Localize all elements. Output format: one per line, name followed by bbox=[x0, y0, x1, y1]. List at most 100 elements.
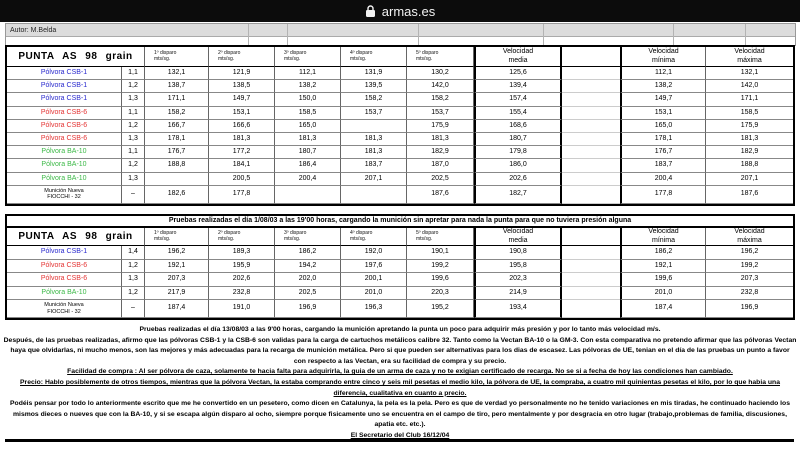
charge-value: 1,2 bbox=[122, 286, 145, 300]
powder-label: Pólvora CSB-1 bbox=[7, 246, 122, 260]
powder-label: Pólvora BA-10 bbox=[7, 146, 122, 160]
powder-label: Pólvora CSB-6 bbox=[7, 119, 122, 133]
table-title: PUNTA AS 98 grain bbox=[7, 47, 145, 67]
charge-value: 1,2 bbox=[122, 159, 145, 173]
shot-2-value: 177,2 bbox=[209, 146, 275, 160]
min-value: 178,1 bbox=[620, 132, 706, 147]
shot-3-value: 196,9 bbox=[275, 300, 341, 318]
shot-5-value: 202,5 bbox=[407, 172, 474, 186]
powder-label: Pólvora CSB-1 bbox=[7, 80, 122, 94]
blank-cell bbox=[562, 80, 620, 94]
shot-2-value: 202,6 bbox=[209, 273, 275, 287]
shot-5-value: 220,3 bbox=[407, 286, 474, 300]
max-value: 171,1 bbox=[706, 93, 793, 107]
footer-line: haya que olvidarlas, ni mucho menos, son… bbox=[10, 347, 790, 355]
blank-cell bbox=[562, 146, 620, 160]
blank-cell bbox=[562, 93, 620, 107]
shot-5-value: 175,9 bbox=[407, 119, 474, 133]
max-value: 207,1 bbox=[706, 173, 793, 186]
max-value: 132,1 bbox=[706, 67, 793, 81]
browser-address-bar[interactable]: armas.es bbox=[0, 0, 800, 22]
media-value: 180,7 bbox=[474, 132, 562, 147]
grid-divider bbox=[248, 24, 249, 45]
shot-1-value: 207,3 bbox=[145, 273, 209, 287]
col-header-shot-5: 5º disparo mts/sg. bbox=[407, 228, 474, 246]
powder-label: Pólvora CSB-6 bbox=[7, 132, 122, 147]
shot-3-value: 200,4 bbox=[275, 172, 341, 186]
shot-4-value: 158,2 bbox=[341, 93, 407, 107]
shot-3-value: 186,4 bbox=[275, 159, 341, 173]
shot-1-value: 192,1 bbox=[145, 259, 209, 273]
col-header-velocidad-media: Velocidad media bbox=[474, 47, 562, 67]
shot-1-value: 182,6 bbox=[145, 185, 209, 204]
shot-3-value: 202,5 bbox=[275, 286, 341, 300]
shot-2-value: 200,5 bbox=[209, 172, 275, 186]
shot-5-value: 195,2 bbox=[407, 300, 474, 318]
col-header-velocidad-minima: Velocidad mínima bbox=[620, 228, 706, 246]
shot-1-value: 171,1 bbox=[145, 93, 209, 107]
charge-value: 1,1 bbox=[122, 67, 145, 81]
shot-4-value: 181,3 bbox=[341, 132, 407, 147]
shot-4-value bbox=[341, 119, 407, 133]
min-value: 177,8 bbox=[620, 185, 706, 204]
shot-1-value: 187,4 bbox=[145, 300, 209, 318]
grid-divider bbox=[418, 24, 419, 45]
media-value: 139,4 bbox=[474, 80, 562, 94]
max-value: 188,8 bbox=[706, 159, 793, 173]
max-value: 232,8 bbox=[706, 287, 793, 300]
footer-line: Precio: Hablo posiblemente de otros tiem… bbox=[20, 378, 780, 386]
shot-1-value: 217,9 bbox=[145, 286, 209, 300]
max-value: 158,5 bbox=[706, 107, 793, 120]
col-header-velocidad-maxima: Velocidad máxima bbox=[706, 228, 793, 246]
table-note: Pruebas realizadas el día 1/08/03 a las … bbox=[7, 216, 793, 228]
shot-5-value: 153,7 bbox=[407, 106, 474, 120]
shot-5-value: 142,0 bbox=[407, 80, 474, 94]
max-value: 181,3 bbox=[706, 133, 793, 147]
shot-1-value: 188,8 bbox=[145, 159, 209, 173]
shot-2-value: 191,0 bbox=[209, 300, 275, 318]
shot-3-value bbox=[275, 185, 341, 204]
footer-line: Facilidad de compra : Al ser pólvora de … bbox=[67, 368, 733, 376]
results-table-2: Pruebas realizadas el día 1/08/03 a las … bbox=[5, 214, 795, 320]
col-header-velocidad-maxima: Velocidad máxima bbox=[706, 47, 793, 67]
charge-value: 1,3 bbox=[122, 93, 145, 107]
shot-3-value: 150,0 bbox=[275, 93, 341, 107]
media-value: 202,6 bbox=[474, 172, 562, 186]
powder-label: Pólvora BA-10 bbox=[7, 172, 122, 186]
shot-3-value: 180,7 bbox=[275, 146, 341, 160]
col-header-shot-3: 3º disparo mts/sg. bbox=[275, 228, 341, 246]
shot-1-value: 178,1 bbox=[145, 132, 209, 147]
footer-line: Pruebas realizadas el día 13/08/03 a las… bbox=[139, 326, 661, 333]
shot-2-value: 121,9 bbox=[209, 67, 275, 81]
powder-label: Pólvora BA-10 bbox=[7, 286, 122, 300]
max-value: 199,2 bbox=[706, 260, 793, 273]
shot-1-value: 166,7 bbox=[145, 119, 209, 133]
grid-divider bbox=[745, 24, 746, 45]
table-title: PUNTA AS 98 grain bbox=[7, 228, 145, 246]
author-label: Autor: M.Belda bbox=[10, 26, 57, 34]
shot-1-value: 138,7 bbox=[145, 80, 209, 94]
media-value: 182,7 bbox=[474, 185, 562, 204]
min-value: 176,7 bbox=[620, 146, 706, 160]
min-value: 112,1 bbox=[620, 67, 706, 81]
powder-label: Pólvora CSB-1 bbox=[7, 93, 122, 107]
shot-5-value: 181,3 bbox=[407, 132, 474, 147]
author-cell: Autor: M.Belda bbox=[6, 24, 795, 37]
media-value: 155,4 bbox=[474, 106, 562, 120]
media-value: 179,8 bbox=[474, 146, 562, 160]
shot-1-value: 196,2 bbox=[145, 246, 209, 260]
footer-line: con respecto a las Vectan, era su facili… bbox=[293, 357, 507, 365]
charge-value: 1,3 bbox=[122, 172, 145, 186]
blank-cell bbox=[562, 246, 620, 260]
min-value: 201,0 bbox=[620, 286, 706, 300]
shot-3-value: 165,0 bbox=[275, 119, 341, 133]
shot-3-value: 112,1 bbox=[275, 67, 341, 81]
powder-label: Pólvora BA-10 bbox=[7, 159, 122, 173]
shot-5-value: 199,6 bbox=[407, 273, 474, 287]
shot-4-value: 201,0 bbox=[341, 286, 407, 300]
max-value: 207,3 bbox=[706, 273, 793, 287]
min-value: 165,0 bbox=[620, 119, 706, 133]
shot-2-value: 195,9 bbox=[209, 259, 275, 273]
blank-cell bbox=[562, 300, 620, 318]
footer-line: apatia etc. etc.). bbox=[374, 421, 426, 429]
